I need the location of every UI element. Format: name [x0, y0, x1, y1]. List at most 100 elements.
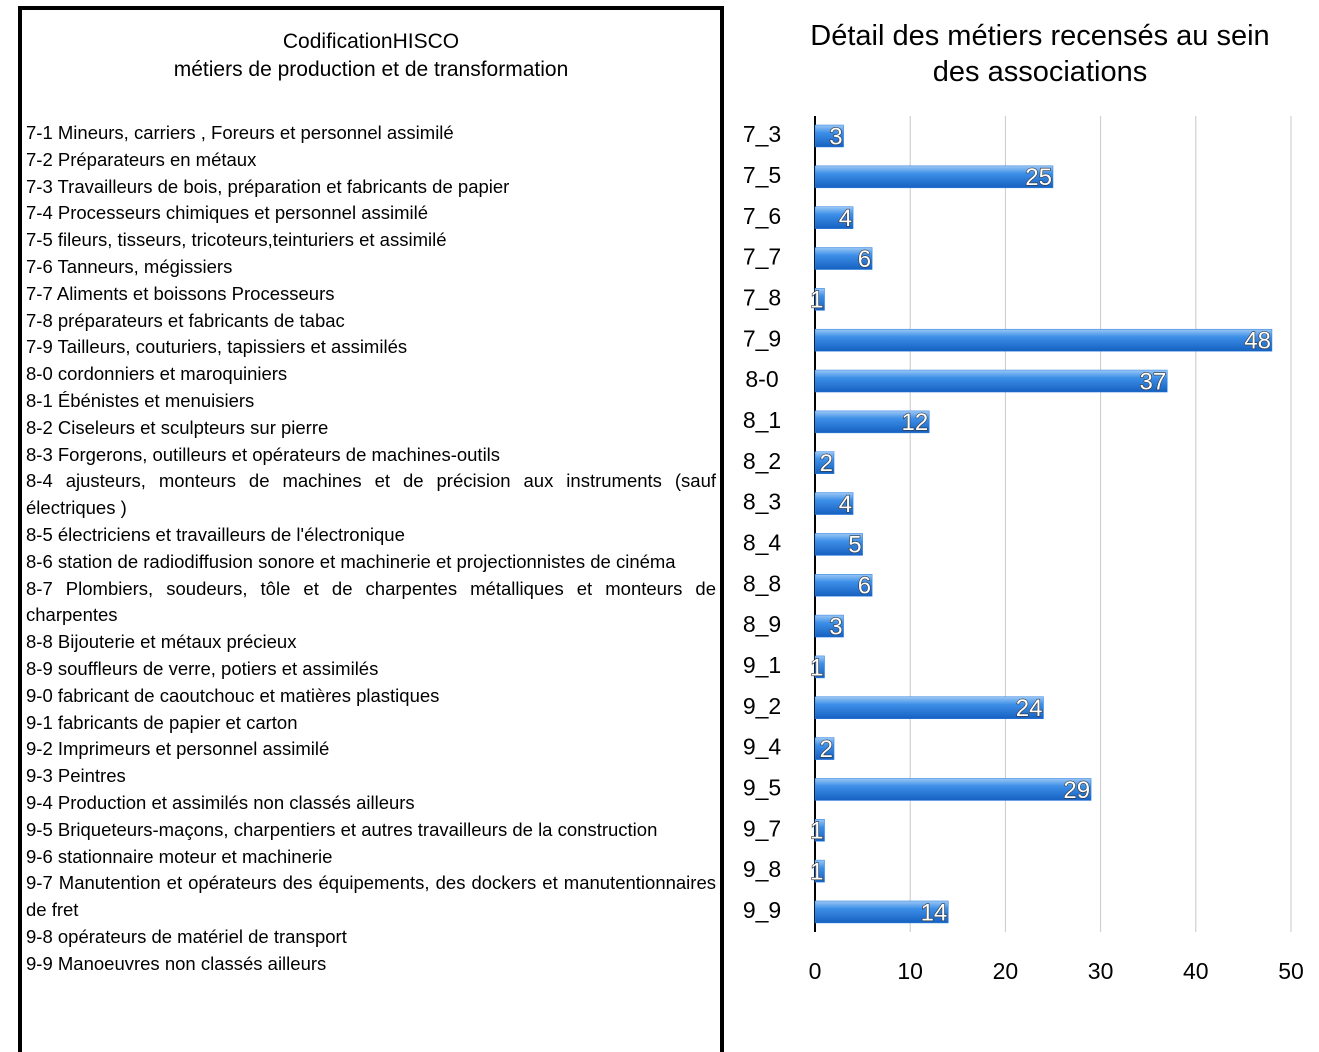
bar — [814, 778, 1092, 801]
value-label: 3 — [829, 123, 842, 150]
item: 7-4 Processeurs chimiques et personnel a… — [26, 202, 429, 224]
y-tick-label: 7_9 — [743, 325, 781, 351]
value-label: 25 — [1025, 164, 1052, 191]
item: 9-5 Briqueteurs-maçons, charpentiers et … — [26, 818, 658, 840]
value-label: 1 — [810, 654, 823, 681]
value-label: 2 — [820, 450, 833, 477]
x-tick-label: 20 — [993, 958, 1019, 984]
bar — [814, 206, 854, 229]
item: 7-6 Tanneurs, mégissiers — [26, 255, 233, 277]
item: 8-8 Bijouterie et métaux précieux — [26, 631, 297, 653]
item: 8-4 ajusteurs, monteurs de machines et d… — [26, 470, 716, 519]
item: 7-5 fileurs, tisseurs, tricoteurs,teintu… — [26, 229, 447, 251]
bar — [814, 900, 949, 924]
y-tick-label: 9_5 — [743, 775, 781, 801]
item: 8-6 station de radiodiffusion sonore et … — [26, 550, 676, 572]
y-tick-label: 8_2 — [743, 448, 781, 474]
bar — [814, 451, 835, 474]
box-title-line: métiers de production et de transformati… — [173, 58, 569, 81]
item: 9-4 Production et assimilés non classés … — [26, 791, 415, 813]
y-tick-label: 8_9 — [743, 611, 781, 637]
value-label: 4 — [839, 491, 852, 518]
bar — [814, 410, 930, 434]
bar — [814, 859, 825, 883]
bar — [814, 124, 844, 148]
item: 8-5 électriciens et travailleurs de l'él… — [26, 523, 405, 545]
item: 9-7 Manutention et opérateurs des équipe… — [26, 872, 716, 921]
item: 9-6 stationnaire moteur et machinerie — [26, 845, 333, 867]
item: 7-8 préparateurs et fabricants de tabac — [26, 309, 345, 331]
value-label: 2 — [820, 736, 833, 763]
bar — [814, 328, 1273, 352]
item: 7-1 Mineurs, carriers , Foreurs et perso… — [26, 122, 454, 143]
bar — [814, 492, 854, 515]
y-tick-label: 9_9 — [743, 897, 781, 923]
y-tick-label: 8-0 — [745, 366, 778, 392]
item: 7-9 Tailleurs, couturiers, tapissiers et… — [26, 336, 408, 358]
item: 8-1 Ébénistes et menuisiers — [26, 389, 255, 411]
y-tick-label: 9_7 — [743, 815, 781, 841]
y-tick-label: 7_5 — [743, 162, 781, 188]
bar — [814, 696, 1044, 720]
x-tick-label: 0 — [809, 958, 822, 984]
x-tick-label: 40 — [1183, 958, 1209, 984]
item: 9-9 Manoeuvres non classés ailleurs — [26, 952, 327, 974]
bar — [814, 533, 863, 556]
value-label: 1 — [810, 287, 823, 314]
y-tick-label: 7_7 — [743, 244, 781, 270]
bar — [814, 165, 1054, 189]
value-label: 37 — [1140, 368, 1167, 395]
item: 9-0 fabricant de caoutchouc et matières … — [26, 684, 440, 706]
value-label: 12 — [902, 409, 929, 436]
value-label: 1 — [810, 818, 823, 845]
value-label: 5 — [848, 532, 861, 559]
item: 7-2 Préparateurs en métaux — [26, 148, 257, 170]
item: 8-0 cordonniers et maroquiniers — [26, 363, 288, 385]
bar — [814, 247, 873, 270]
x-tick-label: 10 — [897, 958, 923, 984]
bar — [814, 614, 844, 638]
item-list: 7-1 Mineurs, carriers , Foreurs et perso… — [26, 120, 716, 978]
value-label: 6 — [858, 246, 871, 273]
y-tick-label: 7_6 — [743, 203, 781, 229]
item: 9-1 fabricants de papier et carton — [26, 711, 298, 733]
y-tick-label: 9_8 — [743, 856, 781, 882]
item: 9-8 opérateurs de matériel de transport — [26, 925, 347, 947]
y-tick-label: 7_8 — [743, 284, 781, 310]
box-title: CodificationHISCO métiers de production … — [22, 28, 720, 84]
item: 9-3 Peintres — [26, 765, 126, 787]
legend-box: CodificationHISCO métiers de production … — [18, 6, 724, 1052]
value-label: 1 — [810, 858, 823, 885]
item: 8-2 Ciseleurs et sculpteurs sur pierre — [26, 416, 329, 438]
value-label: 4 — [839, 205, 852, 232]
x-tick-label: 30 — [1088, 958, 1114, 984]
item: 8-9 souffleurs de verre, potiers et assi… — [26, 657, 379, 679]
x-tick-label: 50 — [1278, 958, 1304, 984]
value-label: 14 — [921, 899, 948, 926]
item: 8-7 Plombiers, soudeurs, tôle et de char… — [26, 577, 716, 626]
bar — [814, 655, 825, 679]
y-tick-label: 9_4 — [743, 734, 782, 760]
y-tick-label: 8_3 — [743, 489, 781, 515]
item: 9-2 Imprimeurs et personnel assimilé — [26, 738, 330, 760]
y-tick-label: 8_1 — [743, 407, 781, 433]
y-tick-label: 8_8 — [743, 570, 781, 596]
bar — [814, 737, 835, 760]
item: 7-7 Aliments et boissons Processeurs — [26, 282, 335, 304]
bar — [814, 369, 1168, 393]
y-tick-label: 9_2 — [743, 693, 781, 719]
y-tick-label: 9_1 — [743, 652, 781, 678]
y-tick-label: 8_4 — [743, 529, 782, 555]
value-label: 3 — [829, 613, 842, 640]
bar — [814, 819, 825, 842]
box-title-line: CodificationHISCO — [282, 30, 460, 53]
y-tick-label: 7_3 — [743, 121, 781, 147]
value-label: 24 — [1016, 695, 1043, 722]
bar — [814, 288, 825, 311]
bar — [814, 573, 873, 597]
value-label: 29 — [1063, 777, 1090, 804]
chart-title: Détail des métiers recensés au sein des … — [810, 20, 1270, 88]
item: 8-3 Forgerons, outilleurs et opérateurs … — [26, 443, 501, 465]
